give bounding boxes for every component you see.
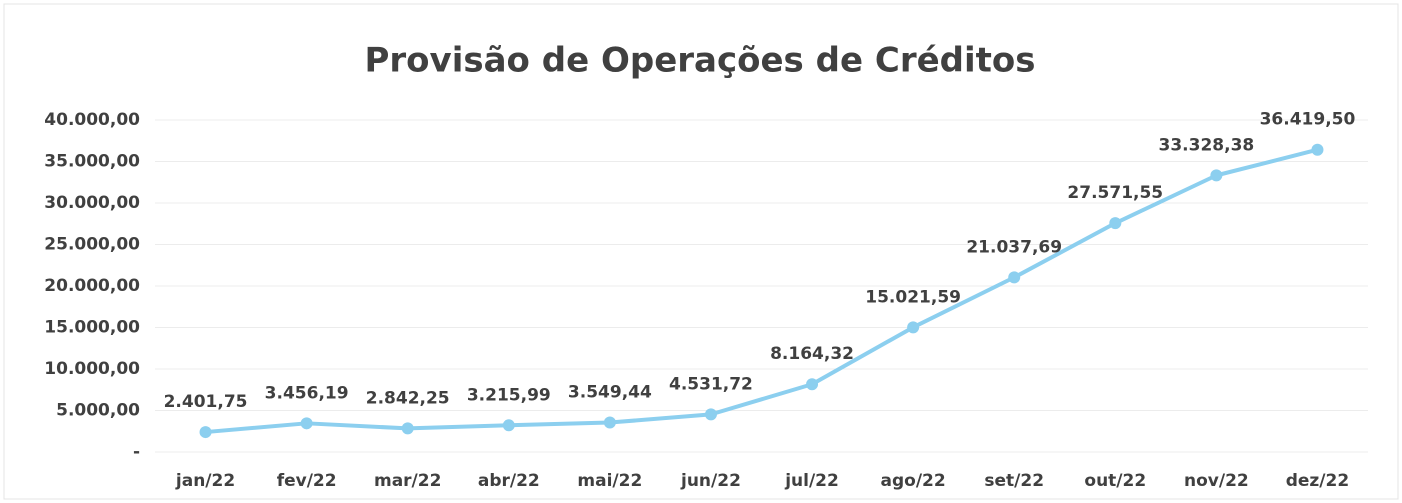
x-tick-label: set/22 [984,471,1044,491]
data-label: 3.549,44 [568,383,652,403]
point [1008,271,1021,284]
x-tick-label: mai/22 [577,471,642,491]
y-tick-label: 15.000,00 [44,318,140,338]
data-label: 27.571,55 [1067,183,1163,203]
x-tick-label: out/22 [1084,471,1146,491]
data-label: 15.021,59 [865,287,961,307]
x-tick-label: jul/22 [784,471,839,491]
data-label: 21.037,69 [966,237,1062,257]
series-line [205,147,1318,435]
y-tick-label: 35.000,00 [44,152,140,172]
y-tick-label: 5.000,00 [56,401,140,421]
y-tick-label: 20.000,00 [44,276,140,296]
y-tick-label: - [133,442,140,462]
data-label: 2.401,75 [164,392,248,412]
point [502,419,515,432]
x-tick-label: fev/22 [277,471,337,491]
point [806,378,819,391]
x-tick-label: dez/22 [1286,471,1349,491]
x-tick-label: jan/22 [175,471,235,491]
y-tick-label: 25.000,00 [44,235,140,255]
data-label: 33.328,38 [1159,135,1255,155]
data-label: 4.531,72 [669,374,753,394]
x-tick-label: jun/22 [680,471,741,491]
y-tick-label: 10.000,00 [44,359,140,379]
data-label: 3.215,99 [467,385,551,405]
data-label: 36.419,50 [1260,110,1356,130]
point [603,416,616,429]
point [1109,217,1122,230]
point [704,408,717,421]
y-tick-label: 30.000,00 [44,193,140,213]
x-tick-label: ago/22 [881,471,946,491]
data-label: 8.164,32 [770,344,854,364]
point [1210,169,1223,182]
x-tick-label: abr/22 [478,471,540,491]
point [401,422,414,435]
point [907,321,920,334]
data-label: 2.842,25 [366,388,450,408]
point [300,417,313,430]
point [1311,143,1324,156]
point [199,426,212,439]
x-tick-label: mar/22 [374,471,441,491]
y-tick-label: 40.000,00 [44,110,140,130]
chart-title: Provisão de Operações de Créditos [365,41,1036,81]
x-tick-label: nov/22 [1184,471,1249,491]
data-label: 3.456,19 [265,383,349,403]
